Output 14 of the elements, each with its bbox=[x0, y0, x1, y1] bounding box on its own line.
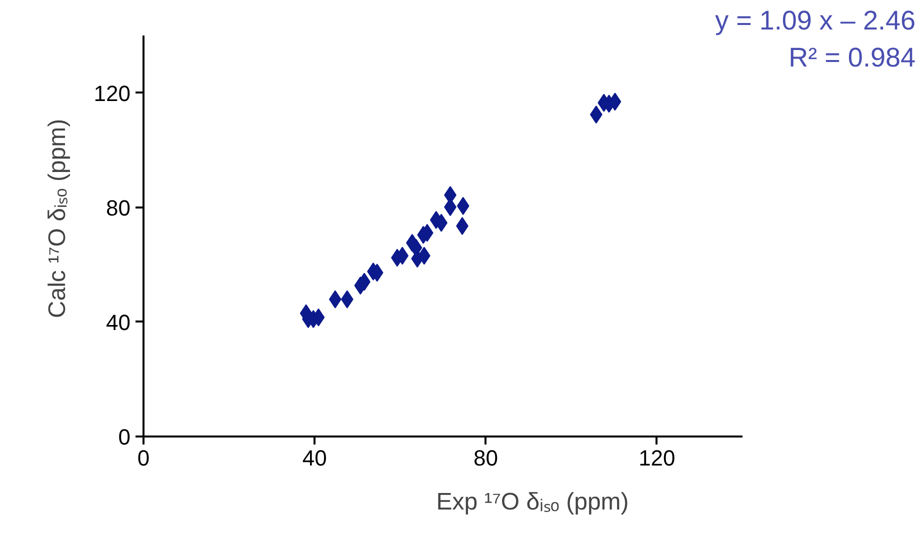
y-tick-label: 40 bbox=[106, 310, 131, 335]
x-tick-label: 0 bbox=[137, 446, 150, 470]
y-axis-title: Calc ¹⁷O δᵢₛₒ (ppm) bbox=[44, 118, 71, 318]
point bbox=[340, 290, 354, 308]
text: R² = 0.984 bbox=[788, 42, 916, 72]
annotation: y = 1.09 x – 2.46 bbox=[715, 6, 916, 36]
point bbox=[456, 196, 470, 215]
x-axis-title: Exp ¹⁷O δᵢₛₒ (ppm) bbox=[436, 488, 629, 516]
y-tick-label: 120 bbox=[94, 80, 131, 106]
y-tick-label: 80 bbox=[106, 195, 131, 220]
x-tick-label: 80 bbox=[474, 446, 498, 470]
x-tick-label: 40 bbox=[302, 446, 327, 470]
x-tick-label: 120 bbox=[638, 446, 676, 470]
y-tick-label: 0 bbox=[118, 424, 131, 450]
